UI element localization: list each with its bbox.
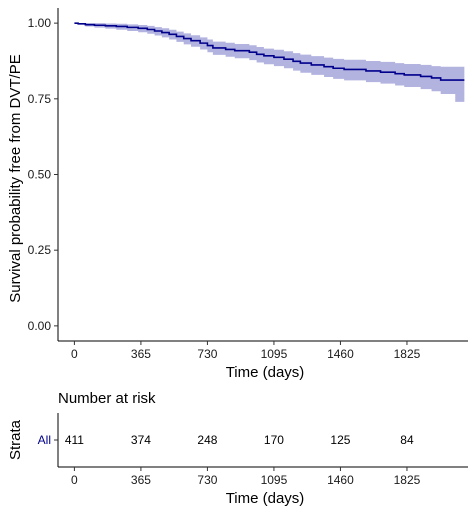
y-tick-label: 0.75 (28, 92, 52, 106)
risk-count: 374 (131, 433, 151, 447)
risk-y-axis-title: Strata (7, 419, 24, 460)
x-tick-label: 0 (71, 347, 78, 361)
y-tick-label: 0.50 (28, 168, 52, 182)
y-axis-title: Survival probability free from DVT/PE (7, 54, 24, 302)
risk-x-tick-label: 1460 (327, 473, 354, 487)
x-tick-label: 730 (197, 347, 217, 361)
risk-table: Number at risk All 411 374 248 170 125 84 0 365 73… (7, 390, 468, 507)
risk-x-tick-label: 1825 (394, 473, 421, 487)
x-tick-label: 1825 (394, 347, 421, 361)
risk-count: 248 (197, 433, 217, 447)
x-tick-label: 1460 (327, 347, 354, 361)
risk-table-title: Number at risk (58, 390, 156, 407)
risk-count: 411 (65, 433, 84, 447)
risk-x-tick-label: 365 (131, 473, 151, 487)
confidence-band (74, 23, 465, 102)
y-tick-label: 1.00 (28, 16, 52, 30)
y-tick-label: 0.25 (28, 243, 52, 257)
strata-label: All (38, 433, 51, 447)
risk-x-tick-label: 730 (197, 473, 217, 487)
risk-count: 84 (400, 433, 414, 447)
risk-x-tick-label: 0 (71, 473, 78, 487)
risk-count: 170 (264, 433, 284, 447)
survival-curve-line (74, 22, 465, 81)
y-tick-label: 0.00 (28, 319, 52, 333)
risk-count: 125 (330, 433, 350, 447)
survival-plot: 0.00 0.25 0.50 0.75 1.00 0 365 730 1095 1460 1825 T… (7, 8, 468, 381)
x-tick-label: 1095 (261, 347, 288, 361)
x-axis-title: Time (days) (226, 364, 305, 381)
risk-x-tick-label: 1095 (261, 473, 288, 487)
x-tick-label: 365 (131, 347, 151, 361)
risk-x-axis-title: Time (days) (226, 490, 305, 507)
